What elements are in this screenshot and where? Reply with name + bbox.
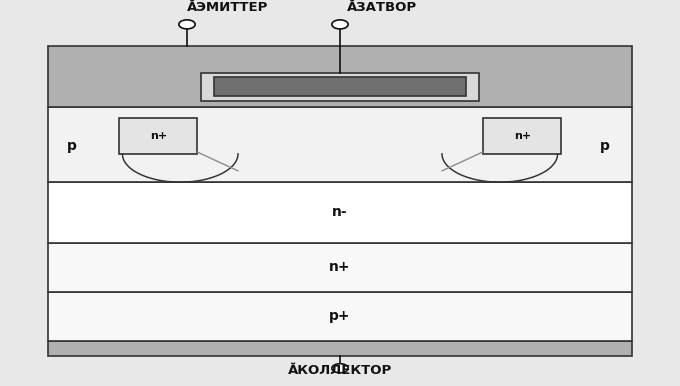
Bar [214, 77, 466, 96]
Bar [201, 73, 479, 101]
Text: n-: n- [333, 205, 347, 219]
Bar [48, 341, 632, 356]
Bar [483, 118, 561, 154]
Text: p+: p+ [329, 309, 351, 323]
Circle shape [179, 20, 195, 29]
Bar [48, 46, 632, 107]
Text: n+: n+ [150, 131, 167, 141]
Text: p: p [600, 139, 610, 153]
Text: ӐЗАТВОР: ӐЗАТВОР [347, 1, 417, 14]
Circle shape [332, 364, 348, 373]
Bar [48, 242, 632, 292]
Bar [48, 292, 632, 341]
Text: n+: n+ [513, 131, 531, 141]
Text: n+: n+ [329, 260, 351, 274]
Bar [119, 118, 197, 154]
Bar [48, 182, 632, 242]
Circle shape [332, 20, 348, 29]
Bar [48, 107, 632, 182]
Text: ӐЭМИТТЕР: ӐЭМИТТЕР [187, 1, 269, 14]
Text: p: p [67, 139, 76, 153]
Text: ӐКОЛЛЕКТОР: ӐКОЛЛЕКТОР [288, 364, 392, 377]
